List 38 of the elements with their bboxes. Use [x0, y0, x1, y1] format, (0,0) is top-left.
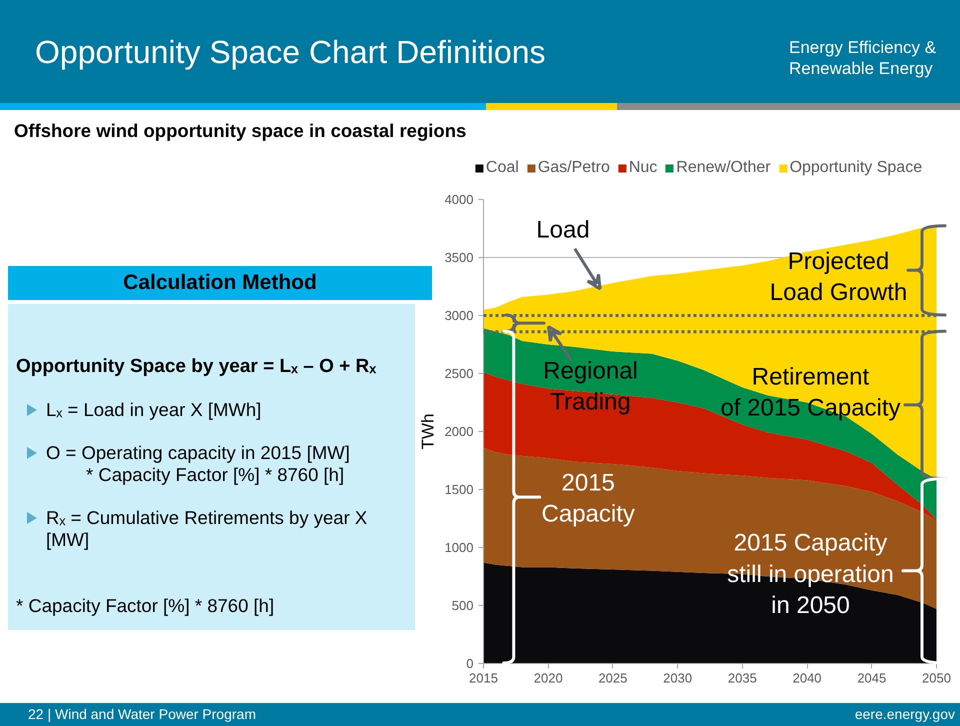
text: eere.energy.gov [854, 706, 955, 723]
y-tick-label: 1500 [444, 482, 474, 497]
y-tick-label: 0 [466, 656, 474, 671]
annotation: Load [536, 216, 590, 244]
text: Energy Efficiency & Renewable Energy [789, 37, 936, 79]
x-tick-label: 2030 [663, 670, 692, 686]
y-tick-label: 2000 [444, 424, 474, 439]
legend-label: Renew/Other [676, 159, 771, 177]
y-tick-label: 3000 [444, 308, 474, 323]
text: Lₓ = Load in year X [MWh] [46, 399, 262, 421]
x-tick-label: 2035 [728, 670, 757, 686]
legend-label: Coal [486, 159, 519, 177]
y-tick-label: 500 [452, 598, 474, 613]
y-tick-label: 3500 [444, 250, 474, 265]
text: Rₓ = Cumulative Retirements by year X [MW] [46, 507, 368, 551]
annotation: Regional Trading [543, 358, 638, 416]
y-tick-label: 2500 [444, 366, 474, 381]
x-tick-label: 2020 [534, 670, 563, 686]
legend-label: Gas/Petro [538, 159, 610, 177]
annotation: Projected Load Growth [770, 248, 908, 306]
x-tick-label: 2025 [598, 670, 628, 686]
text: Calculation Method [8, 266, 432, 300]
annotation: 2015 Capacity [542, 470, 635, 528]
chart-title: Opportunity Space Chart Definitions [35, 33, 546, 72]
text: * Capacity Factor [%] * 8760 [h] [16, 595, 274, 617]
y-axis-title: TWh [418, 414, 438, 450]
text: O = Operating capacity in 2015 [MW] * Capacity Factor [%] * 8760 [h] [46, 442, 350, 486]
x-tick-label: 2015 [469, 670, 498, 686]
legend-label: Opportunity Space [790, 159, 922, 177]
legend-label: Nuc [628, 159, 658, 177]
x-tick-label: 2045 [857, 670, 886, 686]
text: Opportunity Space by year = Lₓ – O + Rₓ [16, 356, 376, 378]
x-tick-label: 2040 [792, 670, 822, 686]
x-tick-label: 2050 [922, 670, 951, 686]
text: Offshore wind opportunity space in coastal regions [14, 120, 466, 142]
y-tick-label: 4000 [444, 192, 474, 207]
text: 22 | Wind and Water Power Program [28, 706, 256, 723]
y-tick-label: 1000 [444, 540, 474, 555]
